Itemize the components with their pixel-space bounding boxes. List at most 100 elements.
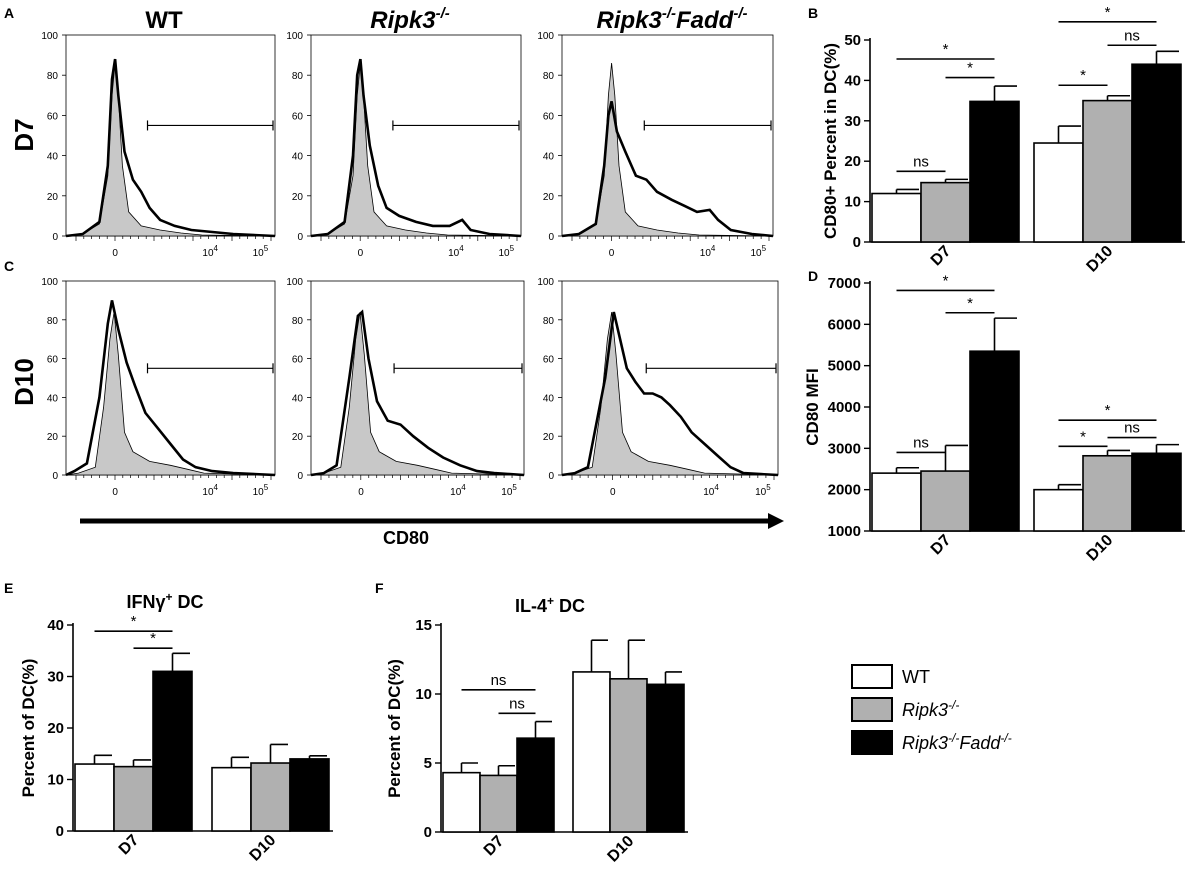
row-label-d7: D7 — [9, 118, 39, 151]
y-tick-label: 6000 — [828, 316, 861, 333]
significance-label: * — [1105, 4, 1111, 21]
histogram-ytick-label: 40 — [292, 152, 304, 163]
histogram-xlabel-1e4: 104 — [448, 244, 464, 259]
bar-ripk3-fadd--d10 — [1131, 452, 1182, 532]
y-axis-label: CD80 MFI — [803, 368, 822, 445]
chart-title: IFNγ+ DC — [126, 590, 203, 612]
histogram-ytick-label: 100 — [41, 31, 58, 42]
histogram-ytick-label: 20 — [543, 432, 555, 443]
y-tick-label: 0 — [424, 824, 432, 841]
bar-chart-d: 1000 2000 3000 4000 5000 6000 7000 CD80 MFI D7 D1… — [803, 272, 1185, 565]
x-category-label-d7: D7 — [481, 833, 508, 860]
histogram-ytick-label: 20 — [543, 192, 555, 203]
histogram-ytick-label: 100 — [286, 31, 303, 42]
histogram-ytick-label: 80 — [543, 316, 555, 327]
y-tick-label: 2000 — [828, 482, 861, 499]
histogram-ytick-label: 20 — [292, 432, 304, 443]
bar-ripk3-fadd--d10 — [289, 758, 330, 832]
bar-chart-e: IFNγ+ DC 0 10 20 30 40 Percent of DC(%) D7 D10 * * — [19, 590, 333, 865]
histogram-xlabel-1e4: 104 — [202, 483, 218, 498]
y-tick-label: 30 — [844, 113, 861, 130]
histogram-xlabel-1e5: 105 — [755, 483, 771, 498]
histogram-ytick-label: 60 — [47, 355, 59, 366]
histogram-xlabel-1e4: 104 — [703, 483, 719, 498]
histogram-frame — [310, 34, 522, 237]
y-tick-label: 5 — [424, 755, 432, 772]
cd80-histogram — [561, 101, 774, 238]
histogram-ytick-label: 60 — [543, 111, 555, 122]
isotype-histogram — [310, 63, 522, 237]
y-tick-label: 0 — [56, 823, 64, 840]
bar-ripk3--d7 — [113, 765, 154, 832]
legend-label-dko: Ripk3-/-Fadd-/- — [902, 731, 1012, 753]
bar-ripk3-fadd--d10 — [646, 683, 685, 833]
y-tick-label: 5000 — [828, 358, 861, 375]
y-tick-label: 7000 — [828, 275, 861, 292]
histogram-ytick-label: 20 — [47, 192, 59, 203]
panel-letter-b: B — [808, 5, 818, 21]
column-header-wt: WT — [145, 7, 183, 34]
cd80-axis-label: CD80 — [383, 528, 429, 548]
legend: WT Ripk3-/- Ripk3-/-Fadd-/- — [851, 664, 1012, 755]
histogram-xlabel-1e5: 105 — [501, 483, 517, 498]
isotype-histogram — [65, 311, 276, 476]
histogram-frame — [65, 34, 276, 237]
bar-wt-d7 — [442, 771, 481, 833]
significance-label: ns — [491, 672, 507, 689]
y-tick-label: 0 — [853, 234, 861, 251]
histogram-ytick-label: 80 — [47, 71, 59, 82]
histogram-xlabel-1e4: 104 — [202, 244, 218, 259]
cd80-histogram — [65, 58, 276, 238]
y-tick-label: 10 — [844, 194, 861, 211]
histogram-d10-2: 100 80 60 40 20 0 0 104 105 — [537, 277, 779, 498]
panel-letter-c: C — [4, 258, 14, 274]
significance-label: * — [1080, 428, 1086, 445]
significance-label: ns — [509, 695, 525, 712]
bar-ripk3--d7 — [920, 470, 971, 532]
histogram-d10-0: 100 80 60 40 20 0 0 104 105 — [41, 277, 276, 498]
histogram-xlabel-1e4: 104 — [450, 483, 466, 498]
histogram-ytick-label: 20 — [292, 192, 304, 203]
histogram-d7-1: 100 80 60 40 20 0 0 104 105 — [286, 31, 522, 259]
histogram-ytick-label: 100 — [41, 277, 58, 288]
histogram-xlabel-1e4: 104 — [700, 244, 716, 259]
column-header-ripk3: Ripk3-/- — [370, 5, 450, 34]
histogram-ytick-label: 100 — [537, 31, 554, 42]
bar-wt-d7 — [871, 192, 922, 243]
histogram-xlabel-zero: 0 — [112, 248, 118, 259]
panel-letter-a: A — [4, 5, 14, 21]
bar-ripk3-fadd--d7 — [969, 100, 1020, 243]
histogram-ytick-label: 80 — [47, 316, 59, 327]
histogram-xlabel-zero: 0 — [610, 487, 616, 498]
x-category-label-d10: D10 — [605, 833, 638, 866]
histogram-ytick-label: 60 — [47, 111, 59, 122]
legend-swatch-wt — [851, 664, 893, 689]
histogram-xlabel-zero: 0 — [358, 248, 364, 259]
significance-label: ns — [913, 153, 929, 170]
y-tick-label: 15 — [415, 617, 432, 634]
histogram-d7-2: 100 80 60 40 20 0 0 104 105 — [537, 31, 774, 259]
isotype-histogram — [65, 63, 276, 237]
panel-letter-d: D — [808, 268, 818, 284]
column-header-dko: Ripk3-/-Fadd-/- — [596, 5, 747, 34]
histogram-frame — [310, 280, 525, 476]
y-tick-label: 40 — [47, 617, 64, 634]
legend-label-ripk3: Ripk3-/- — [902, 698, 959, 720]
histogram-ytick-label: 60 — [292, 355, 304, 366]
significance-label: ns — [913, 434, 929, 451]
x-category-label-d7: D7 — [928, 243, 955, 270]
bar-ripk3-fadd--d7 — [969, 350, 1020, 532]
bar-ripk3-fadd--d10 — [1131, 63, 1182, 243]
cd80-histogram — [65, 300, 276, 477]
histogram-ytick-label: 40 — [543, 152, 555, 163]
bar-ripk3-fadd--d7 — [516, 737, 555, 833]
cd80-histogram — [310, 58, 522, 238]
histogram-xlabel-zero: 0 — [609, 248, 615, 259]
histogram-ytick-label: 40 — [292, 393, 304, 404]
chart-title: IL-4+ DC — [515, 594, 585, 616]
histogram-d10-1: 100 80 60 40 20 0 0 104 105 — [286, 277, 525, 498]
histogram-ytick-label: 0 — [297, 471, 303, 482]
x-category-label-d10: D10 — [1084, 532, 1117, 565]
significance-label: ns — [1124, 27, 1140, 44]
